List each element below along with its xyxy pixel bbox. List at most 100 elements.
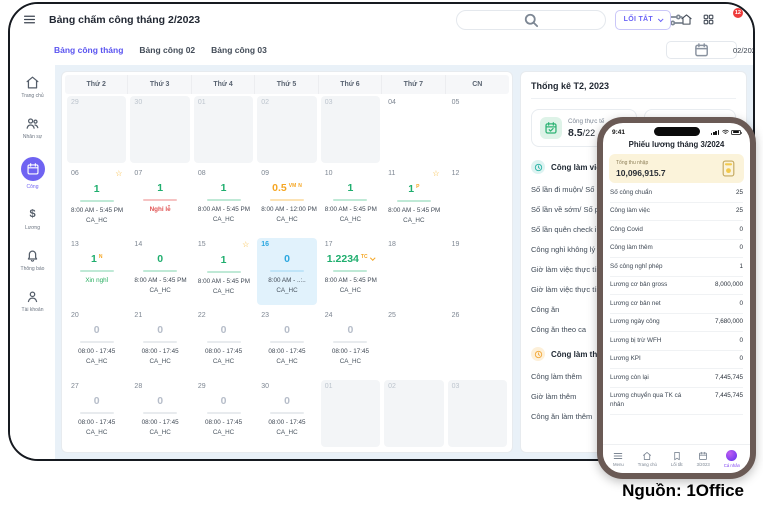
day-cell-08[interactable]: 08 1 8:00 AM - 5:45 PM CA_HC [193, 167, 254, 234]
day-cell-09[interactable]: 09 0.5 VM N 8:00 AM - 12:00 PM CA_HC [257, 167, 317, 234]
day-number: 20 [71, 312, 79, 319]
stats-metric-cong-an-lam-them[interactable]: Công ăn làm thêm [531, 412, 593, 421]
day-cell-02[interactable]: 02 [257, 96, 317, 163]
credit-number: 1 [408, 183, 415, 195]
phone-tab-trang-chu[interactable]: Trang chủ [638, 451, 657, 467]
payslip-row: Lương còn lại 7,445,745 [610, 369, 743, 388]
day-cell-18[interactable]: 18 [384, 238, 444, 305]
sidebar-item-tai-khoan[interactable]: Tài khoản [10, 289, 55, 313]
day-number: 21 [134, 312, 143, 319]
credit-number: 0 [284, 395, 290, 407]
day-cell-03[interactable]: 03 [320, 96, 381, 163]
day-cell-15[interactable]: 15 ☆ 1 8:00 AM - 5:45 PM CA_HC [193, 238, 254, 305]
credit-underline [143, 340, 178, 343]
sidebar-item-thong-bao[interactable]: Thông báo [10, 248, 55, 272]
day-cell-23[interactable]: 23 0 08:00 - 17:45 CA_HC [257, 309, 317, 376]
phone-tab-ca-nhan[interactable]: Cá nhân [724, 450, 740, 468]
day-number: 05 [451, 99, 460, 106]
hamburger-menu-icon[interactable] [23, 13, 36, 26]
day-cell-16[interactable]: 16 0 8:00 AM - ..:.. CA_HC [257, 238, 317, 305]
day-cell-30[interactable]: 30 [130, 96, 190, 163]
home-shortcut-icon[interactable] [680, 13, 693, 26]
stats-metric-so-lan-i-muon-so-phut-i-muon[interactable]: Số lần đi muộn/ Số phút đi muộn [531, 185, 640, 194]
day-cell-10[interactable]: 10 1 8:00 AM - 5:45 PM CA_HC [320, 167, 381, 234]
work-credit-value: 0 [198, 391, 249, 409]
day-cell-02[interactable]: 02 [384, 380, 444, 447]
phone-tab-menu[interactable]: Menu [612, 451, 624, 468]
shift-name-label: CA_HC [149, 428, 171, 436]
stats-metric-cong-lam-them[interactable]: Công làm thêm [531, 372, 582, 381]
day-cell-11[interactable]: 11 ☆ 1 P 8:00 AM - 5:45 PM CA_HC [384, 167, 444, 234]
day-cell-29[interactable]: 29 [67, 96, 127, 163]
stats-metric-cong-an[interactable]: Công ăn [531, 305, 560, 314]
stats-metric-gio-lam-viec-thuc-tinh-ban-ngay[interactable]: Giờ làm việc thực tính ban ngày [531, 265, 638, 274]
day-cell-header: 30 [261, 383, 312, 390]
sidebar-item-nhan-su[interactable]: Nhân sự [10, 116, 55, 140]
tab-bang-cong-02[interactable]: Bảng công 02 [139, 45, 196, 55]
day-cell-19[interactable]: 19 [447, 238, 507, 305]
day-cell-29[interactable]: 29 0 08:00 - 17:45 CA_HC [193, 380, 254, 447]
sidebar-item-label: Trang chủ [21, 93, 44, 99]
sidebar-item-trang-chu[interactable]: Trang chủ [10, 75, 55, 99]
day-cell-27[interactable]: 27 0 08:00 - 17:45 CA_HC [67, 380, 127, 447]
day-cell-header: 22 [198, 312, 249, 319]
day-cell-25[interactable]: 25 [384, 309, 444, 376]
day-cell-01[interactable]: 01 [320, 380, 381, 447]
month-select[interactable]: 02/2023 [665, 41, 753, 59]
day-cell-12[interactable]: 12 [447, 167, 507, 234]
day-number: 03 [324, 99, 333, 106]
day-number: 30 [261, 383, 270, 390]
page-title: Bảng chấm công tháng 2/2023 [49, 13, 201, 26]
stats-metric-cong-nghi-khong-ly-do[interactable]: Công nghỉ không lý do [531, 245, 606, 254]
tab-bang-cong-03[interactable]: Bảng công 03 [211, 45, 267, 55]
stats-metric-cong-an-theo-ca[interactable]: Công ăn theo ca [531, 325, 587, 334]
shortcut-button[interactable]: LỐI TẮT [614, 9, 671, 30]
day-cell-26[interactable]: 26 [447, 309, 507, 376]
day-cell-header: 01 [325, 383, 376, 390]
credit-underline [79, 199, 114, 202]
apps-grid-icon[interactable] [702, 13, 715, 26]
phone-tab-loi-tat[interactable]: Lối tắt [671, 451, 683, 467]
day-cell-17[interactable]: 17 1.2234 TC 8:00 AM - 5:45 PM CA_HC [320, 238, 381, 305]
day-cell-01[interactable]: 01 [193, 96, 254, 163]
day-cell-24[interactable]: 24 0 08:00 - 17:45 CA_HC [320, 309, 381, 376]
notifications-bell-icon[interactable]: 12 [724, 8, 743, 26]
day-cell-22[interactable]: 22 0 08:00 - 17:45 CA_HC [193, 309, 254, 376]
work-credit-value: 1 [198, 178, 249, 196]
payslip-row-label: Công làm việc [610, 207, 650, 214]
credit-badge-n: N [298, 183, 302, 189]
stats-metric-so-lan-quen-check-in-out[interactable]: Số lần quên check in/out [531, 225, 614, 234]
chevron-down-icon[interactable] [369, 254, 375, 260]
sidebar-item-luong[interactable]: $ Lương [10, 207, 55, 232]
day-cell-header: 14 [134, 241, 185, 248]
phone-tab-label: Menu [612, 462, 624, 468]
day-cell-13[interactable]: 13 1 N Xin nghỉ [67, 238, 127, 305]
day-cell-06[interactable]: 06 ☆ 1 8:00 AM - 5:45 PM CA_HC [67, 167, 127, 234]
day-cell-28[interactable]: 28 0 08:00 - 17:45 CA_HC [130, 380, 190, 447]
search-box[interactable] [455, 9, 683, 30]
day-cell-21[interactable]: 21 0 08:00 - 17:45 CA_HC [130, 309, 190, 376]
day-number: 28 [134, 383, 143, 390]
day-number: 30 [134, 99, 143, 106]
day-cell-30[interactable]: 30 0 08:00 - 17:45 CA_HC [257, 380, 317, 447]
day-number: 10 [324, 170, 333, 177]
day-number: 29 [197, 383, 206, 390]
stats-metric-gio-lam-them[interactable]: Giờ làm thêm [531, 392, 577, 401]
sidebar-item-label: Nhân sự [22, 134, 43, 140]
stats-metric-gio-lam-viec-thuc-tinh-ban-em[interactable]: Giờ làm việc thực tính ban đêm [531, 285, 636, 294]
day-cell-20[interactable]: 20 0 08:00 - 17:45 CA_HC [67, 309, 127, 376]
day-cell-05[interactable]: 05 [447, 96, 507, 163]
tab-bang-cong-thang[interactable]: Bảng công tháng [54, 45, 124, 55]
day-cell-03[interactable]: 03 [447, 380, 507, 447]
day-cell-04[interactable]: 04 [384, 96, 444, 163]
stats-metric-so-lan-ve-som-so-phut-ve-som[interactable]: Số lần về sớm/ Số phút về sớm [531, 205, 637, 214]
day-cell-header: 18 [388, 241, 439, 248]
shift-time-label: 08:00 - 17:45 [141, 347, 179, 355]
sidebar-item-cong[interactable]: Công [10, 157, 55, 190]
work-credit-value: 1 [325, 178, 376, 196]
phone-tab-3-2023[interactable]: 3/2023 [697, 451, 710, 467]
day-cell-14[interactable]: 14 0 8:00 AM - 5:45 PM CA_HC [130, 238, 190, 305]
credit-number: 0 [157, 395, 164, 407]
day-cell-07[interactable]: 07 1 Nghỉ lễ [130, 167, 190, 234]
payslip-row-value: 25 [735, 188, 743, 196]
